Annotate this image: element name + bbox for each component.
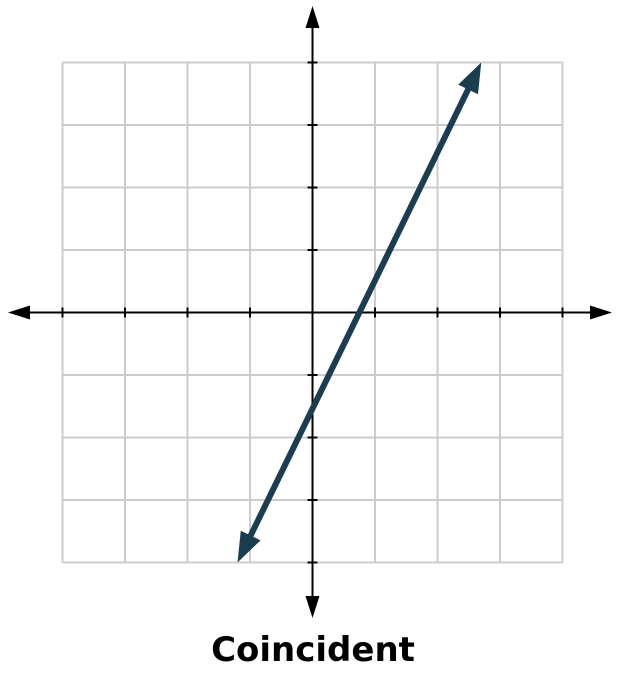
axes bbox=[8, 6, 612, 618]
chart-caption: Coincident bbox=[211, 630, 415, 670]
x-axis-arrow-left bbox=[8, 305, 30, 320]
axis-ticks bbox=[61, 61, 564, 564]
series-line bbox=[246, 84, 473, 541]
series-arrow-end bbox=[458, 62, 482, 95]
y-axis-arrow-down bbox=[305, 596, 320, 618]
series-arrow-start bbox=[237, 530, 261, 563]
y-axis-arrow-up bbox=[305, 6, 320, 28]
x-axis-arrow-right bbox=[590, 305, 612, 320]
series-lines bbox=[237, 62, 482, 563]
